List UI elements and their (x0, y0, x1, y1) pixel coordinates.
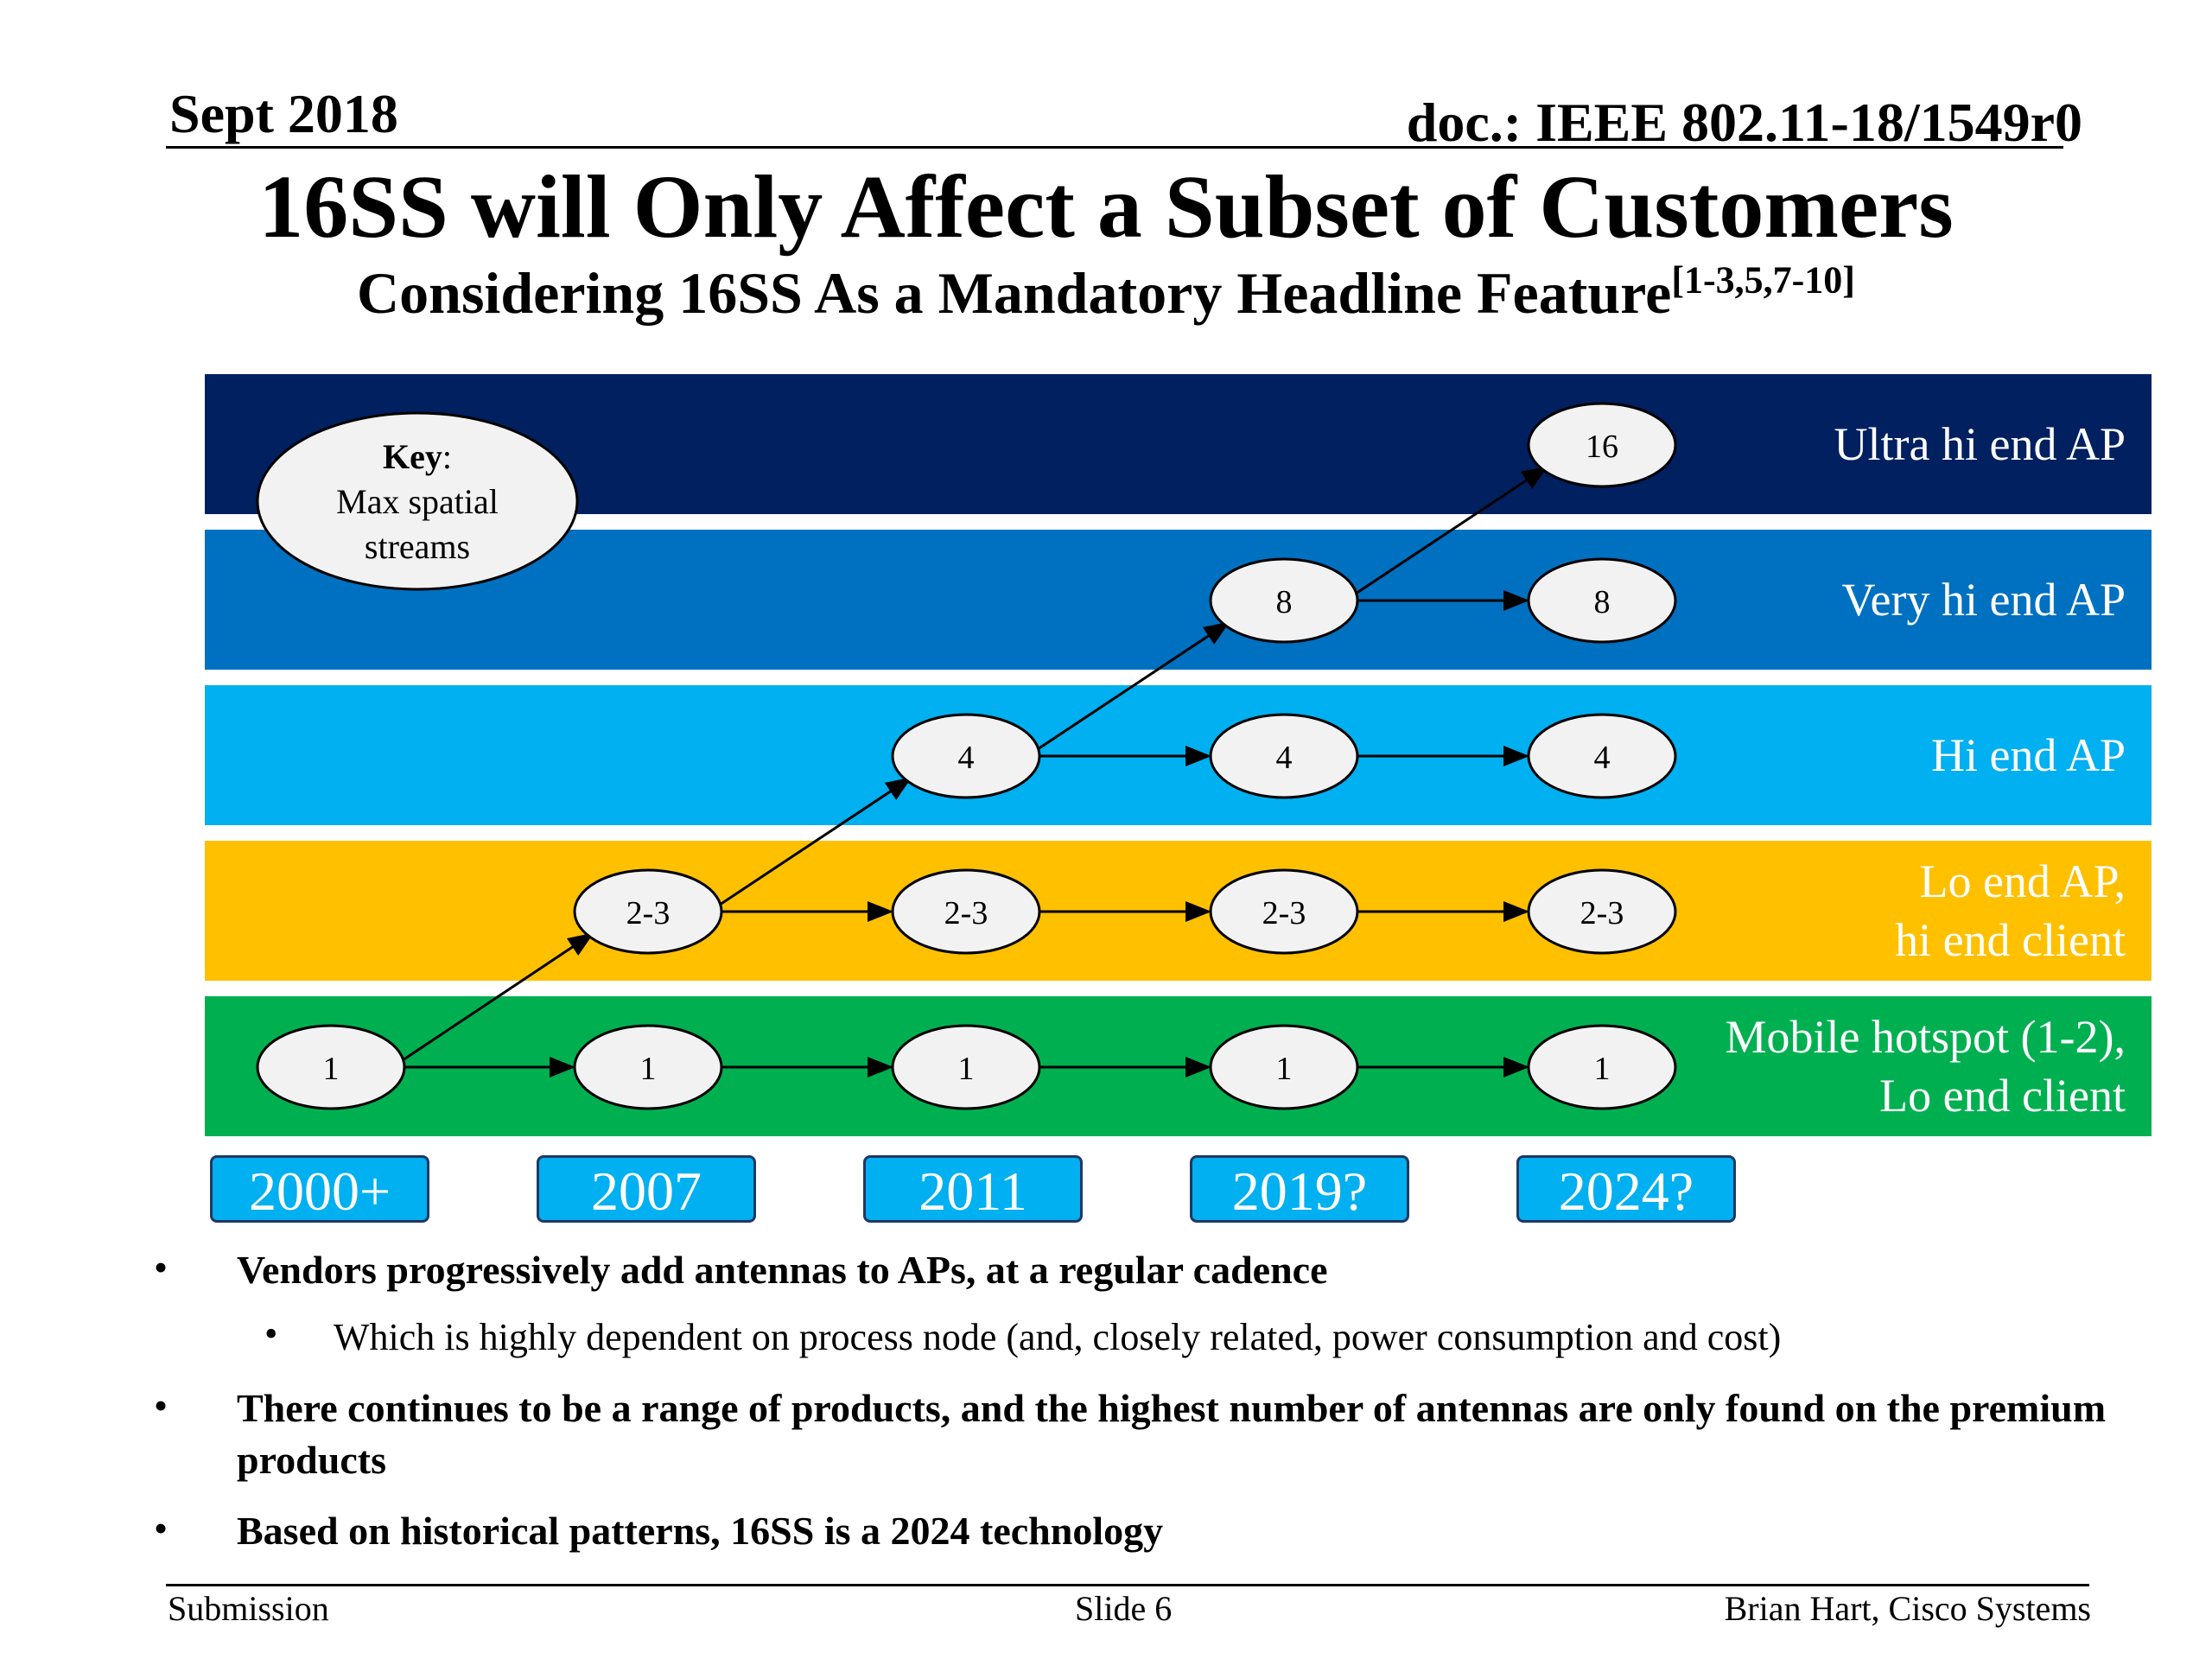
node-2-3-2011: 2-3 (891, 868, 1041, 955)
node-ellipse (1527, 557, 1677, 644)
arrow-diagonal (1032, 621, 1230, 754)
band-label-lo: Lo end AP, hi end client (1895, 852, 2126, 969)
node-value: 16 (1586, 429, 1618, 465)
key-title: Key: (383, 437, 452, 476)
node-ellipse (1527, 713, 1677, 799)
band-label-mobile: Mobile hotspot (1-2), Lo end client (1726, 1007, 2126, 1125)
sub-bullet-dot: • (264, 1313, 278, 1355)
subtitle-references: [1-3,5,7-10] (1671, 258, 1855, 302)
band-label-very: Very hi end AP (1842, 570, 2126, 629)
node-16-2024: 16 (1527, 402, 1677, 488)
node-value: 2-3 (626, 895, 671, 931)
key-desc-line1: Max spatial (336, 482, 499, 521)
node-ellipse (1209, 1024, 1359, 1110)
node-ellipse (1527, 1024, 1677, 1110)
year-box-2007: 2007 (537, 1155, 756, 1223)
bullet-item-3: • Based on historical patterns, 16SS is … (154, 1505, 1163, 1553)
node-group: 1 1 1 1 1 2-3 2-3 2-3 2-3 4 4 4 8 8 16 (256, 402, 1677, 1110)
node-value: 4 (1276, 740, 1293, 776)
band-label-mobile-line2: Lo end client (1879, 1070, 2126, 1122)
node-8-2019: 8 (1209, 557, 1359, 644)
year-box-2024: 2024? (1516, 1155, 1736, 1223)
footer-submission: Submission (168, 1589, 329, 1628)
node-value: 2-3 (944, 895, 988, 931)
node-ellipse (1209, 868, 1359, 955)
key-legend: Key: Max spatial streams (256, 411, 579, 591)
arrow-diagonal (1350, 466, 1548, 599)
node-value: 2-3 (1262, 895, 1306, 931)
key-colon: : (442, 437, 452, 476)
key-label: Key (383, 437, 442, 476)
band-label-hi: Hi end AP (1931, 726, 2126, 785)
band-label-lo-line1: Lo end AP, (1919, 855, 2126, 907)
slide-title: 16SS will Only Affect a Subset of Custom… (258, 157, 1954, 257)
node-1-2019: 1 (1209, 1024, 1359, 1110)
node-value: 8 (1594, 584, 1611, 620)
footer-divider (166, 1584, 2089, 1586)
node-8-2024: 8 (1527, 557, 1677, 644)
node-ellipse (891, 713, 1041, 799)
node-value: 1 (323, 1051, 340, 1087)
arrow-diagonal (714, 777, 912, 910)
node-ellipse (1527, 402, 1677, 488)
band-label-lo-line2: hi end client (1895, 914, 2126, 966)
header-doc-id: doc.: IEEE 802.11-18/1549r0 (1406, 92, 2082, 153)
year-box-2011: 2011 (863, 1155, 1083, 1223)
bullet-text-1: Vendors progressively add antennas to AP… (237, 1248, 1328, 1292)
year-box-2019: 2019? (1190, 1155, 1409, 1223)
node-value: 1 (958, 1051, 975, 1087)
node-value: 1 (1276, 1051, 1293, 1087)
node-1-2000: 1 (256, 1024, 406, 1110)
footer-author: Brian Hart, Cisco Systems (1724, 1589, 2091, 1628)
node-value: 1 (1594, 1051, 1611, 1087)
node-1-2011: 1 (891, 1024, 1041, 1110)
node-value: 2-3 (1580, 895, 1624, 931)
key-desc-line2: streams (365, 527, 470, 566)
band-label-hi-line1: Hi end AP (1930, 729, 2126, 781)
node-value: 4 (958, 740, 975, 776)
node-1-2007: 1 (573, 1024, 723, 1110)
header-divider (166, 146, 2063, 149)
arrow-group (397, 466, 1548, 1077)
arrow-diagonal (397, 932, 594, 1065)
bullet-subitem-1: • Which is highly dependent on process n… (264, 1312, 1781, 1358)
node-value: 4 (1594, 740, 1611, 776)
node-ellipse (1209, 713, 1359, 799)
node-ellipse (1209, 557, 1359, 644)
bullet-text-4: Based on historical patterns, 16SS is a … (237, 1509, 1164, 1553)
node-ellipse (573, 1024, 723, 1110)
bullet-dot: • (154, 1245, 168, 1289)
node-value: 1 (640, 1051, 657, 1087)
node-2-3-2019: 2-3 (1209, 868, 1359, 955)
year-box-2000: 2000+ (210, 1155, 429, 1223)
bullet-item-2: • There continues to be a range of produ… (154, 1382, 2106, 1482)
node-2-3-2007: 2-3 (573, 868, 723, 955)
bullet-text-3: There continues to be a range of product… (237, 1386, 2107, 1482)
node-ellipse (891, 1024, 1041, 1110)
node-ellipse (256, 1024, 406, 1110)
node-2-3-2024: 2-3 (1527, 868, 1677, 955)
node-ellipse (573, 868, 723, 955)
node-4-2011: 4 (891, 713, 1041, 799)
bullet-dot: • (154, 1383, 168, 1427)
bullet-text-2: Which is highly dependent on process nod… (334, 1316, 1782, 1358)
bullet-dot: • (154, 1506, 168, 1550)
band-label-very-line1: Very hi end AP (1841, 574, 2126, 626)
node-1-2024: 1 (1527, 1024, 1677, 1110)
band-label-ultra-line1: Ultra hi end AP (1834, 418, 2126, 470)
node-4-2019: 4 (1209, 713, 1359, 799)
node-4-2024: 4 (1527, 713, 1677, 799)
node-value: 8 (1276, 584, 1293, 620)
footer-slide-number: Slide 6 (1075, 1589, 1173, 1628)
slide-subtitle: Considering 16SS As a Mandatory Headline… (0, 259, 2212, 327)
node-ellipse (891, 868, 1041, 955)
band-label-ultra: Ultra hi end AP (1834, 415, 2126, 474)
band-label-mobile-line1: Mobile hotspot (1-2), (1725, 1011, 2126, 1063)
bullet-item-1: • Vendors progressively add antennas to … (154, 1244, 1328, 1292)
key-ellipse (256, 411, 579, 591)
node-ellipse (1527, 868, 1677, 955)
header-date: Sept 2018 (169, 83, 398, 144)
subtitle-text: Considering 16SS As a Mandatory Headline… (357, 260, 1672, 326)
